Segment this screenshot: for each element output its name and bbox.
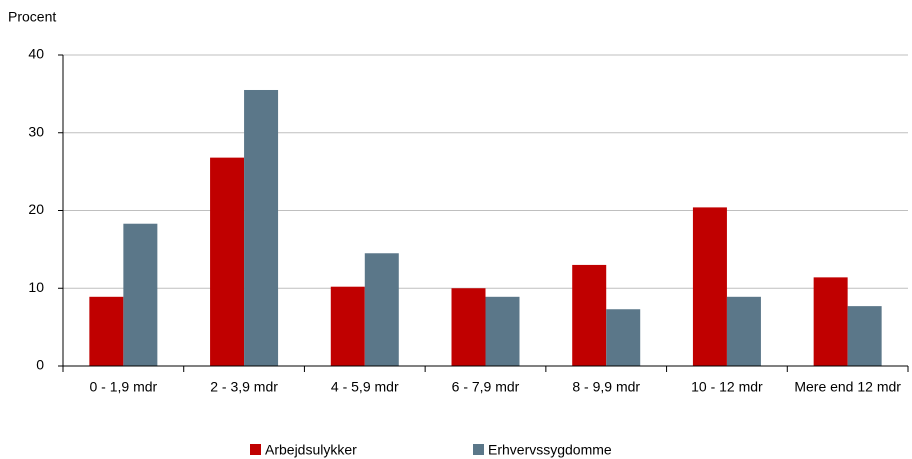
x-tick-label: Mere end 12 mdr — [794, 379, 901, 395]
bar — [244, 89, 279, 367]
bar — [123, 223, 158, 366]
bar — [692, 207, 727, 366]
legend-swatch — [250, 444, 261, 455]
x-tick-label: 0 - 1,9 mdr — [90, 379, 158, 395]
bar — [606, 309, 641, 366]
x-tick-label: 10 - 12 mdr — [691, 379, 763, 395]
x-tick-label: 6 - 7,9 mdr — [452, 379, 520, 395]
bar — [726, 296, 761, 366]
bar — [847, 306, 882, 366]
bar — [330, 286, 365, 366]
bar — [572, 264, 607, 366]
y-axis-label: Procent — [8, 9, 56, 25]
y-tick-label: 0 — [36, 357, 44, 373]
bar — [813, 277, 848, 366]
legend-label: Erhvervssygdomme — [488, 442, 612, 458]
y-tick-label: 10 — [28, 279, 44, 295]
y-tick-label: 20 — [28, 201, 44, 217]
y-tick-label: 30 — [28, 123, 44, 139]
bar — [485, 296, 520, 366]
y-tick-label: 40 — [28, 46, 44, 62]
bar — [89, 296, 124, 366]
legend-swatch — [473, 444, 484, 455]
x-tick-label: 8 - 9,9 mdr — [572, 379, 640, 395]
x-tick-label: 4 - 5,9 mdr — [331, 379, 399, 395]
bar — [364, 253, 399, 366]
bar — [210, 157, 245, 366]
x-tick-label: 2 - 3,9 mdr — [210, 379, 278, 395]
bar — [451, 288, 486, 366]
legend-label: Arbejdsulykker — [265, 442, 357, 458]
